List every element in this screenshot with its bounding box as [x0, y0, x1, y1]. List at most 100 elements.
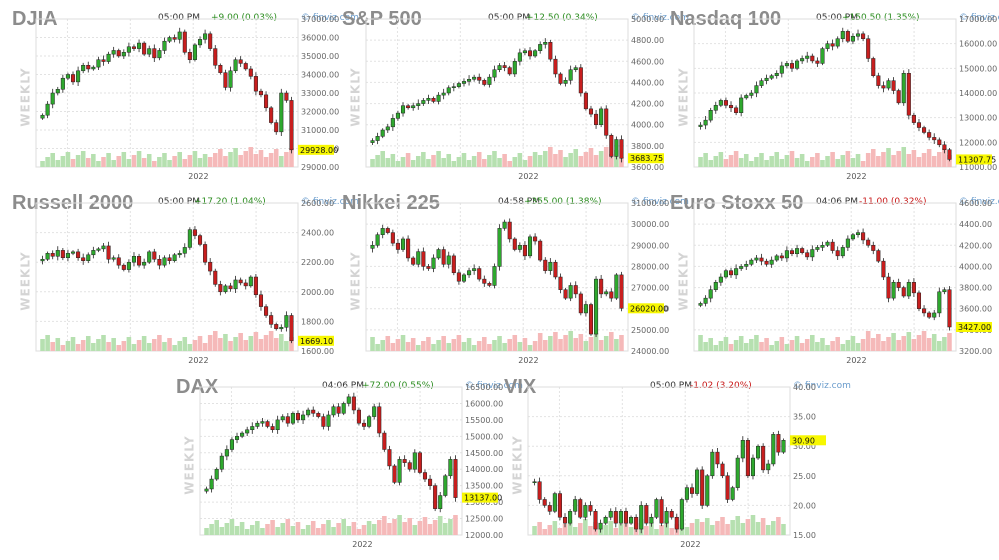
chart-source[interactable]: © finviz.com [959, 13, 999, 23]
y-tick-label: 5000.00 [631, 15, 664, 24]
candle-body [238, 279, 243, 284]
volume-bar [263, 157, 269, 167]
chart-source[interactable]: © finviz.com [793, 381, 851, 391]
volume-bar [537, 333, 543, 351]
volume-bar [209, 524, 214, 535]
y-tick-label: 33000.00 [301, 89, 339, 98]
candle-body [209, 478, 214, 490]
y-tick-label: 35000.00 [301, 52, 339, 61]
candle-body [55, 250, 60, 257]
volume-bar [405, 342, 411, 351]
candle-body [91, 250, 96, 256]
chart-source[interactable]: © finviz.com [301, 197, 359, 207]
volume-bar [431, 155, 436, 167]
volume-bar [542, 529, 547, 535]
volume-bar [567, 520, 573, 535]
chart-change: +9.00 (0.03%) [211, 13, 278, 23]
candle-body [639, 505, 644, 530]
candle-body [162, 40, 167, 51]
candle-body [187, 52, 192, 60]
chart-source[interactable]: © finviz.com [631, 197, 689, 207]
candle-body [203, 33, 208, 40]
candle-body [467, 79, 472, 82]
candle-body [336, 406, 341, 414]
volume-bar [891, 155, 896, 167]
candle-body [492, 266, 497, 286]
candle-body [152, 48, 157, 59]
volume-bar [794, 158, 800, 167]
candle-body [891, 80, 896, 91]
volume-bar [101, 157, 106, 167]
candle-body [698, 303, 703, 306]
volume-bar [754, 335, 759, 351]
candle-body [679, 499, 684, 530]
volume-bar [305, 525, 311, 535]
volume-bar [289, 148, 294, 167]
candle-body [121, 264, 126, 270]
candle-body [820, 245, 825, 248]
volume-bar [192, 151, 198, 167]
chart-source[interactable]: © finviz.com [631, 13, 689, 23]
volume-bar [845, 151, 851, 167]
volume-bar [177, 341, 182, 351]
volume-bar [733, 340, 739, 351]
volume-bar [45, 157, 50, 167]
candle-body [361, 422, 367, 427]
volume-bar [448, 519, 453, 535]
volume-bar [461, 342, 467, 351]
volume-bar [70, 159, 76, 167]
volume-bar [532, 341, 538, 351]
candle-body [269, 107, 274, 123]
candle-body [708, 110, 713, 121]
candle-body [614, 274, 619, 299]
volume-bar [436, 151, 441, 167]
volume-bar [177, 152, 182, 167]
volume-bar [456, 157, 462, 167]
candle-body [578, 499, 583, 518]
candle-body [213, 48, 218, 66]
candle-body [213, 270, 218, 285]
candle-body [101, 245, 106, 250]
volume-bar [572, 527, 578, 535]
plot-frame [365, 202, 629, 352]
volume-bar [568, 331, 573, 351]
volume-bar [593, 155, 599, 167]
candle-body [815, 60, 820, 64]
volume-bar [684, 527, 690, 535]
finviz-logo-icon: © [959, 13, 971, 23]
candle-body [886, 276, 891, 299]
volume-bar [405, 153, 411, 167]
candle-body [713, 282, 718, 290]
chart-time: 05:00 PM [158, 197, 200, 207]
candle-body [573, 499, 578, 512]
candle-body [553, 58, 558, 75]
chart-source[interactable]: © finviz.com [465, 381, 523, 391]
chart-source[interactable]: © finviz.com [959, 197, 999, 207]
chart-source[interactable]: © finviz.com [301, 13, 359, 23]
candle-body [91, 66, 96, 70]
volume-bar [598, 340, 604, 351]
volume-bar [926, 338, 932, 351]
candle-body [192, 229, 197, 236]
volume-bar [593, 333, 599, 351]
volume-bar [482, 159, 487, 167]
candle-body [800, 58, 805, 62]
candle-body [223, 72, 228, 88]
chart-plot: 2600.00 2400.00 2200.00 2000.00 1800.00 1600.… [35, 199, 334, 365]
x-tick-label: 2022 [846, 172, 866, 181]
volume-bar [492, 340, 497, 351]
candle-body [285, 416, 290, 424]
chart-time: 04:06 PM [322, 381, 364, 391]
volume-bar [422, 517, 428, 535]
candle-body [111, 257, 116, 260]
candle-body [674, 516, 679, 530]
volume-bar [284, 341, 289, 351]
volume-bar [204, 528, 209, 535]
candle-body [720, 463, 725, 477]
volume-bar [395, 161, 401, 167]
candle-body [50, 253, 55, 257]
candle-body [443, 475, 448, 496]
candle-body [264, 306, 269, 316]
candle-body [614, 139, 619, 157]
candle-body [927, 312, 932, 318]
